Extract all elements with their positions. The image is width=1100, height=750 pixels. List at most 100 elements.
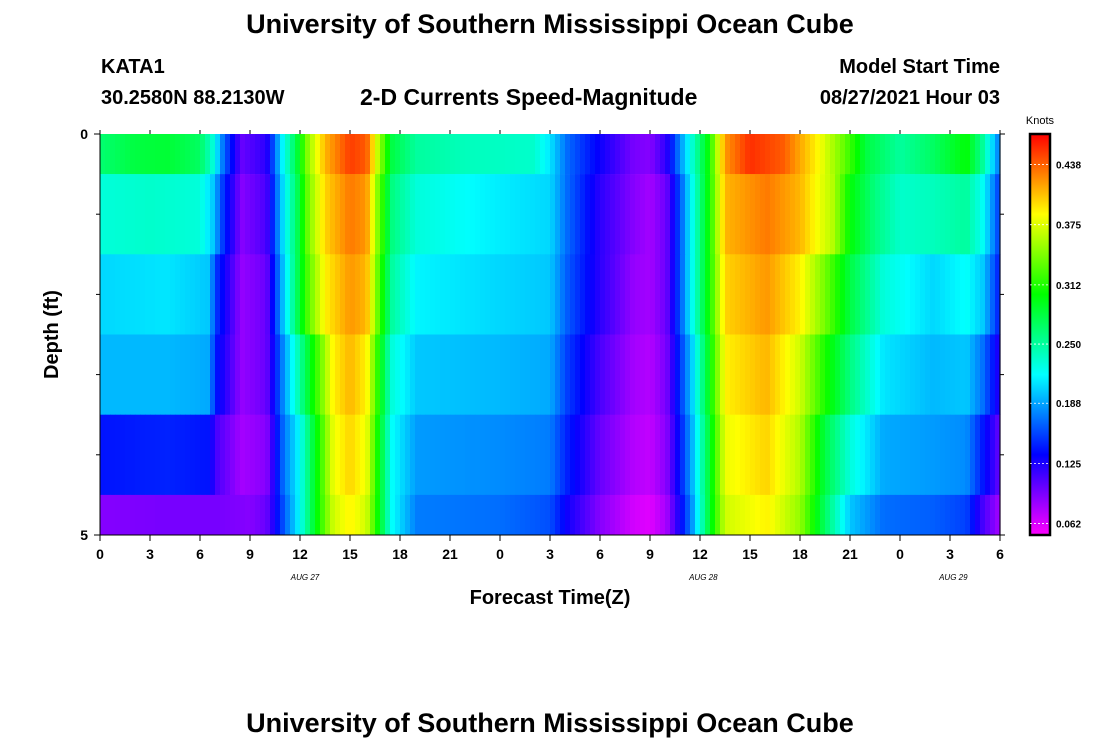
heatmap-cell [135, 174, 141, 255]
heatmap-cell [735, 414, 741, 496]
heatmap-cell [780, 254, 786, 335]
heatmap-cell [480, 334, 486, 415]
heatmap-cell [540, 414, 546, 496]
heatmap-cell [635, 494, 641, 536]
station-coordinates: 30.2580N 88.2130W [101, 87, 285, 109]
heatmap-cell [780, 494, 786, 536]
heatmap-cell [570, 254, 576, 335]
heatmap-cell [255, 134, 261, 175]
heatmap-cell [700, 254, 706, 335]
heatmap-cell [650, 494, 656, 536]
heatmap-cell [875, 414, 881, 496]
heatmap-cell [715, 254, 721, 335]
heatmap-cell [800, 254, 806, 335]
heatmap-cell [820, 414, 826, 496]
heatmap-cell [700, 494, 706, 536]
heatmap-cell [665, 334, 671, 415]
heatmap-cell [400, 174, 406, 255]
heatmap-cell [980, 494, 986, 536]
heatmap-cell [100, 134, 106, 175]
heatmap-cell [745, 494, 751, 536]
heatmap-cell [490, 174, 496, 255]
station-id: KATA1 [101, 56, 165, 78]
heatmap-cell [330, 254, 336, 335]
heatmap-cell [555, 494, 561, 536]
heatmap-cell [900, 334, 906, 415]
heatmap-cell [935, 414, 941, 496]
heatmap-cell [325, 174, 331, 255]
colorbar-label: Knots [1026, 115, 1055, 127]
heatmap-cell [765, 174, 771, 255]
heatmap-cell [295, 254, 301, 335]
page-title: University of Southern Mississippi Ocean… [246, 9, 854, 39]
heatmap-cell [900, 494, 906, 536]
heatmap-cell [890, 334, 896, 415]
heatmap-cell [195, 134, 201, 175]
heatmap-cell [305, 134, 311, 175]
heatmap-cell [940, 494, 946, 536]
heatmap-cell [710, 414, 716, 496]
heatmap-cell [590, 494, 596, 536]
model-start-value: 08/27/2021 Hour 03 [819, 87, 1000, 109]
heatmap-cell [385, 134, 391, 175]
heatmap-cell [505, 254, 511, 335]
heatmap-cell [375, 174, 381, 255]
heatmap-cell [735, 254, 741, 335]
heatmap-cell [850, 494, 856, 536]
heatmap-cell [365, 134, 371, 175]
heatmap-cell [410, 254, 416, 335]
heatmap-cell [360, 494, 366, 536]
heatmap-cell [445, 174, 451, 255]
heatmap-cell [895, 334, 901, 415]
heatmap-cell [230, 494, 236, 536]
heatmap-cell [960, 334, 966, 415]
heatmap-cell [920, 254, 926, 335]
heatmap-cell [580, 494, 586, 536]
heatmap-cell [825, 334, 831, 415]
heatmap-cell [265, 254, 271, 335]
footer-title: University of Southern Mississippi Ocean… [246, 708, 854, 738]
heatmap-cell [920, 334, 926, 415]
heatmap-cell [250, 174, 256, 255]
heatmap-cell [765, 134, 771, 175]
heatmap-cell [950, 494, 956, 536]
heatmap-cell [655, 134, 661, 175]
heatmap-cell [515, 254, 521, 335]
heatmap-cell [530, 254, 536, 335]
heatmap-cell [180, 494, 186, 536]
heatmap-cell [905, 334, 911, 415]
heatmap-cell [130, 494, 136, 536]
heatmap-cell [670, 134, 676, 175]
heatmap-cell [270, 174, 276, 255]
heatmap-cell [695, 494, 701, 536]
heatmap-cell [830, 414, 836, 496]
heatmap-cell [985, 254, 991, 335]
heatmap-cell [990, 414, 996, 496]
heatmap-cell [825, 174, 831, 255]
heatmap-cell [600, 494, 606, 536]
heatmap-cell [570, 494, 576, 536]
heatmap-cell [720, 494, 726, 536]
heatmap-cell [220, 134, 226, 175]
heatmap-cell [200, 134, 206, 175]
heatmap-cell [675, 494, 681, 536]
heatmap-cell [640, 494, 646, 536]
heatmap-cell [255, 254, 261, 335]
heatmap-cell [395, 414, 401, 496]
heatmap-cell [470, 334, 476, 415]
heatmap-cell [140, 334, 146, 415]
heatmap-cell [505, 414, 511, 496]
heatmap-cell [755, 254, 761, 335]
heatmap-cell [575, 174, 581, 255]
heatmap-cell [740, 134, 746, 175]
heatmap-cell [780, 334, 786, 415]
heatmap-cell [745, 414, 751, 496]
heatmap-cell [140, 494, 146, 536]
heatmap-cell [155, 334, 161, 415]
heatmap-cell [875, 334, 881, 415]
heatmap-cell [765, 334, 771, 415]
heatmap-cell [455, 254, 461, 335]
heatmap-cell [645, 334, 651, 415]
x-tick-label: 6 [996, 546, 1004, 562]
heatmap-cell [705, 334, 711, 415]
